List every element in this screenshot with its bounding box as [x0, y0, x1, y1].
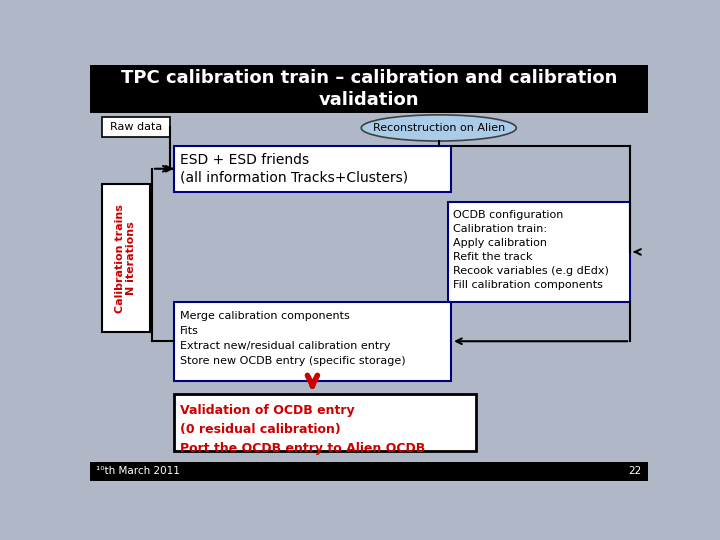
Text: Raw data: Raw data	[109, 122, 162, 132]
Bar	[90, 65, 648, 112]
Text: 22: 22	[629, 467, 642, 476]
Ellipse shape	[361, 115, 516, 141]
Bar	[90, 462, 648, 481]
Bar	[174, 146, 451, 192]
Text: Validation of OCDB entry
(0 residual calibration)
Port the OCDB entry to Alien O: Validation of OCDB entry (0 residual cal…	[180, 403, 425, 455]
Text: ¹⁰th March 2011: ¹⁰th March 2011	[96, 467, 180, 476]
Text: Calibration trains
N iterations: Calibration trains N iterations	[115, 204, 137, 313]
Bar	[174, 302, 451, 381]
Bar	[102, 184, 150, 332]
Text: Reconstruction on Alien: Reconstruction on Alien	[373, 123, 505, 133]
Bar	[102, 117, 170, 137]
Text: ESD + ESD friends
(all information Tracks+Clusters): ESD + ESD friends (all information Track…	[180, 152, 408, 185]
Text: OCDB configuration
Calibration train:
Apply calibration
Refit the track
Recook v: OCDB configuration Calibration train: Ap…	[453, 210, 608, 289]
Bar	[448, 202, 630, 302]
Bar	[174, 394, 476, 451]
Text: Merge calibration components
Fits
Extract new/residual calibration entry
Store n: Merge calibration components Fits Extrac…	[180, 311, 405, 366]
Text: TPC calibration train – calibration and calibration
validation: TPC calibration train – calibration and …	[121, 69, 617, 109]
